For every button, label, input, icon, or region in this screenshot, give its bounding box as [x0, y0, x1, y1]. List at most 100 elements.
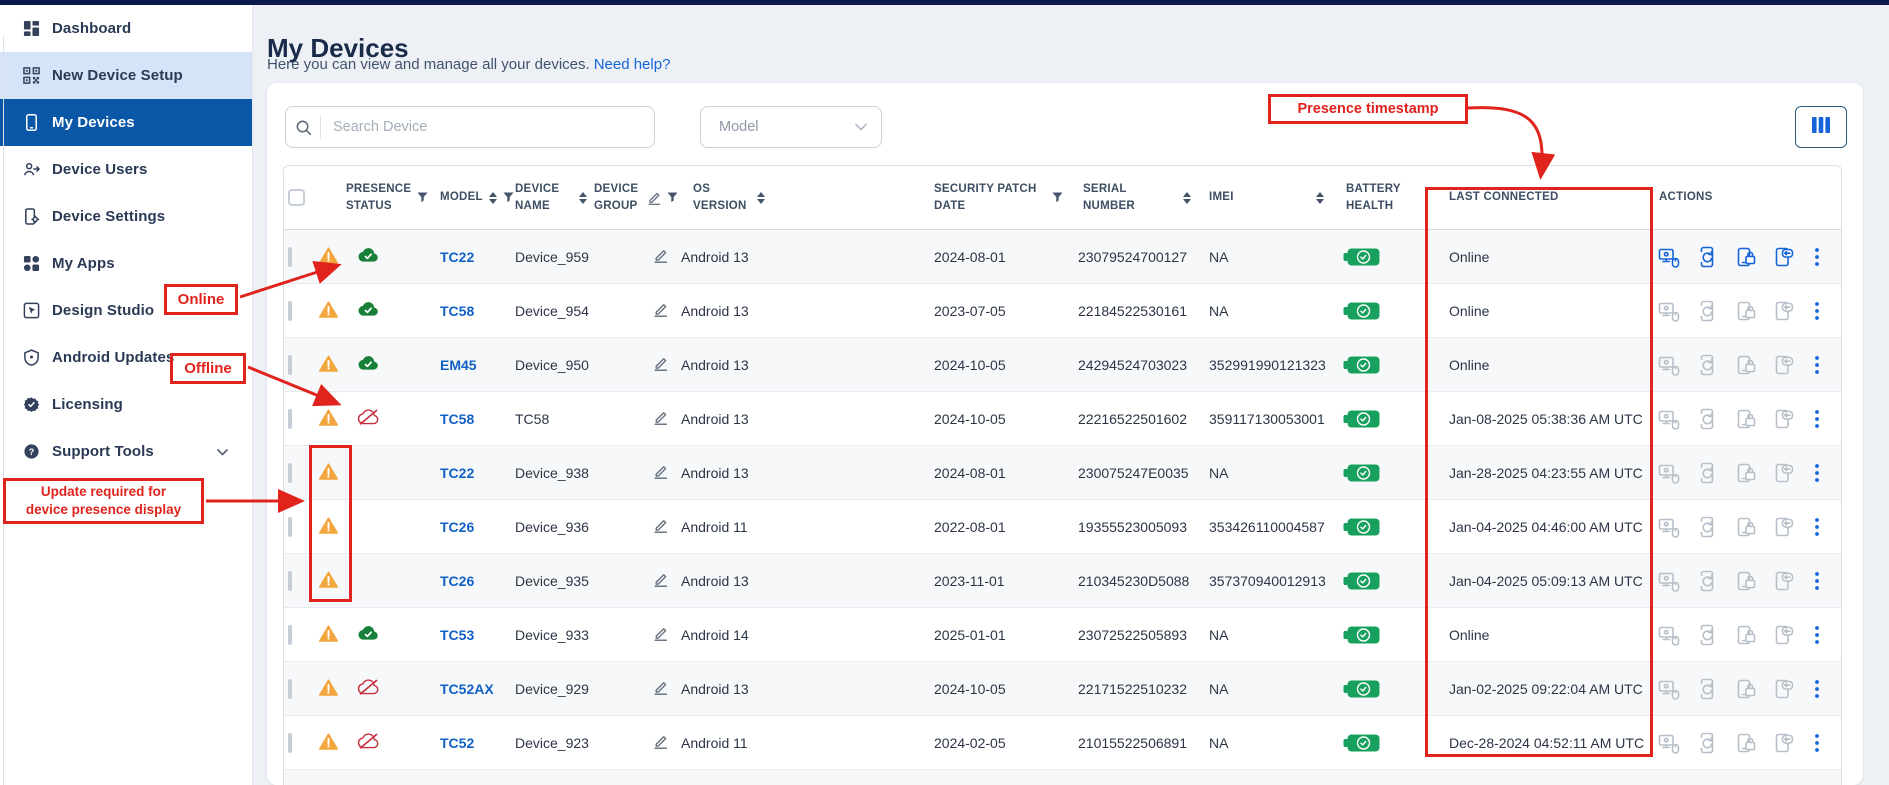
reboot-device-button[interactable]	[1696, 732, 1718, 754]
reboot-device-button[interactable]	[1696, 246, 1718, 268]
lock-device-button[interactable]	[1734, 624, 1756, 646]
need-help-link[interactable]: Need help?	[593, 56, 671, 73]
edit-device-group-icon[interactable]	[653, 301, 668, 320]
remote-control-button[interactable]	[1658, 462, 1680, 484]
more-actions-button[interactable]	[1814, 517, 1820, 537]
model-link[interactable]: TC26	[440, 572, 475, 589]
send-message-button[interactable]	[1772, 732, 1794, 754]
remote-control-button[interactable]	[1658, 624, 1680, 646]
edit-device-group-icon[interactable]	[653, 517, 668, 536]
reboot-device-button[interactable]	[1696, 624, 1718, 646]
sort-icon[interactable]	[1183, 191, 1191, 204]
filter-icon[interactable]	[667, 192, 678, 203]
edit-device-group-icon[interactable]	[653, 679, 668, 698]
row-checkbox[interactable]	[288, 570, 292, 591]
more-actions-button[interactable]	[1814, 301, 1820, 321]
row-checkbox[interactable]	[288, 408, 292, 429]
row-checkbox[interactable]	[288, 354, 292, 375]
reboot-device-button[interactable]	[1696, 462, 1718, 484]
model-link[interactable]: TC52AX	[440, 680, 494, 697]
reboot-device-button[interactable]	[1696, 354, 1718, 376]
sort-icon[interactable]	[488, 191, 497, 204]
edit-device-group-icon[interactable]	[653, 247, 668, 266]
remote-control-button[interactable]	[1658, 678, 1680, 700]
sidebar-item-new-device-setup[interactable]: New Device Setup	[0, 52, 252, 99]
send-message-button[interactable]	[1772, 354, 1794, 376]
sidebar-item-design-studio[interactable]: Design Studio	[0, 287, 252, 334]
lock-device-button[interactable]	[1734, 300, 1756, 322]
more-actions-button[interactable]	[1814, 463, 1820, 483]
row-checkbox[interactable]	[288, 678, 292, 699]
row-checkbox[interactable]	[288, 732, 292, 753]
send-message-button[interactable]	[1772, 624, 1794, 646]
more-actions-button[interactable]	[1814, 355, 1820, 375]
reboot-device-button[interactable]	[1696, 408, 1718, 430]
search-input[interactable]	[321, 119, 654, 135]
remote-control-button[interactable]	[1658, 516, 1680, 538]
send-message-button[interactable]	[1772, 462, 1794, 484]
remote-control-button[interactable]	[1658, 246, 1680, 268]
lock-device-button[interactable]	[1734, 354, 1756, 376]
sidebar-item-my-devices[interactable]: My Devices	[0, 99, 252, 146]
send-message-button[interactable]	[1772, 246, 1794, 268]
model-link[interactable]: TC52	[440, 734, 475, 751]
sidebar-item-support-tools[interactable]: ? Support Tools	[0, 428, 252, 475]
reboot-device-button[interactable]	[1696, 300, 1718, 322]
columns-settings-button[interactable]	[1795, 106, 1847, 148]
lock-device-button[interactable]	[1734, 732, 1756, 754]
reboot-device-button[interactable]	[1696, 570, 1718, 592]
more-actions-button[interactable]	[1814, 571, 1820, 591]
send-message-button[interactable]	[1772, 570, 1794, 592]
reboot-device-button[interactable]	[1696, 678, 1718, 700]
more-actions-button[interactable]	[1814, 247, 1820, 267]
select-all-checkbox[interactable]	[288, 189, 305, 206]
edit-device-group-icon[interactable]	[653, 571, 668, 590]
edit-device-group-icon[interactable]	[653, 463, 668, 482]
row-checkbox[interactable]	[288, 246, 292, 267]
sidebar-item-dashboard[interactable]: Dashboard	[0, 5, 252, 52]
model-filter-select[interactable]: Model	[700, 106, 882, 148]
filter-icon[interactable]	[503, 192, 514, 203]
model-link[interactable]: TC58	[440, 302, 475, 319]
row-checkbox[interactable]	[288, 624, 292, 645]
filter-icon[interactable]	[417, 192, 428, 203]
remote-control-button[interactable]	[1658, 300, 1680, 322]
edit-icon[interactable]	[647, 190, 661, 205]
model-link[interactable]: TC26	[440, 518, 475, 535]
lock-device-button[interactable]	[1734, 462, 1756, 484]
row-checkbox[interactable]	[288, 462, 292, 483]
filter-icon[interactable]	[1052, 192, 1063, 203]
send-message-button[interactable]	[1772, 300, 1794, 322]
model-link[interactable]: TC22	[440, 464, 475, 481]
send-message-button[interactable]	[1772, 516, 1794, 538]
lock-device-button[interactable]	[1734, 570, 1756, 592]
sidebar-item-device-settings[interactable]: Device Settings	[0, 193, 252, 240]
send-message-button[interactable]	[1772, 678, 1794, 700]
model-link[interactable]: TC58	[440, 410, 475, 427]
sidebar-item-my-apps[interactable]: My Apps	[0, 240, 252, 287]
model-link[interactable]: TC53	[440, 626, 475, 643]
model-link[interactable]: TC22	[440, 248, 475, 265]
sort-icon[interactable]	[579, 191, 587, 204]
model-link[interactable]: EM45	[440, 356, 477, 373]
remote-control-button[interactable]	[1658, 732, 1680, 754]
lock-device-button[interactable]	[1734, 246, 1756, 268]
sort-icon[interactable]	[1316, 191, 1324, 204]
edit-device-group-icon[interactable]	[653, 355, 668, 374]
edit-device-group-icon[interactable]	[653, 409, 668, 428]
reboot-device-button[interactable]	[1696, 516, 1718, 538]
sidebar-item-android-updates[interactable]: Android Updates	[0, 334, 252, 381]
sort-icon[interactable]	[757, 191, 765, 204]
lock-device-button[interactable]	[1734, 408, 1756, 430]
more-actions-button[interactable]	[1814, 733, 1820, 753]
remote-control-button[interactable]	[1658, 354, 1680, 376]
more-actions-button[interactable]	[1814, 409, 1820, 429]
send-message-button[interactable]	[1772, 408, 1794, 430]
edit-device-group-icon[interactable]	[653, 625, 668, 644]
edit-device-group-icon[interactable]	[653, 733, 668, 752]
row-checkbox[interactable]	[288, 516, 292, 537]
sidebar-item-licensing[interactable]: Licensing	[0, 381, 252, 428]
remote-control-button[interactable]	[1658, 408, 1680, 430]
row-checkbox[interactable]	[288, 300, 292, 321]
lock-device-button[interactable]	[1734, 516, 1756, 538]
